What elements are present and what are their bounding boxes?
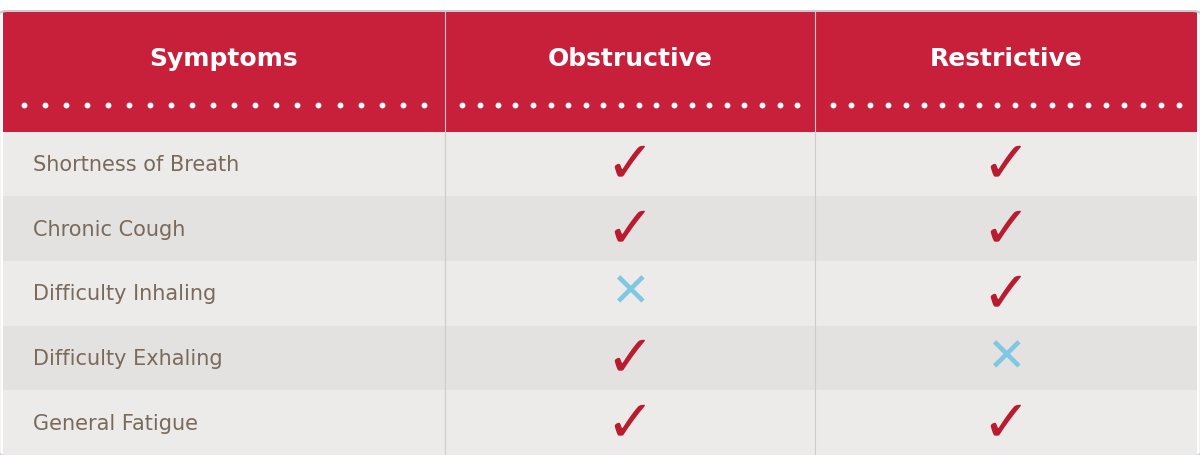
Bar (2, 13, 1198, 132)
Bar (2, 262, 1198, 326)
Bar (2, 132, 1198, 197)
Text: ✕: ✕ (986, 336, 1026, 381)
Text: ✓: ✓ (982, 394, 1031, 451)
Text: ✕: ✕ (610, 271, 649, 316)
Text: ✓: ✓ (606, 394, 654, 451)
Bar (2, 390, 1198, 455)
Text: Symptoms: Symptoms (150, 46, 298, 71)
Text: ✓: ✓ (606, 330, 654, 387)
Bar (2, 326, 1198, 390)
Text: ✓: ✓ (606, 136, 654, 193)
Text: Difficulty Inhaling: Difficulty Inhaling (32, 284, 216, 303)
Text: Difficulty Exhaling: Difficulty Exhaling (32, 348, 222, 368)
Text: ✓: ✓ (606, 201, 654, 258)
Bar (2, 197, 1198, 262)
Text: Chronic Cough: Chronic Cough (32, 219, 185, 239)
Text: Shortness of Breath: Shortness of Breath (32, 155, 239, 175)
Text: General Fatigue: General Fatigue (32, 413, 198, 433)
Text: Restrictive: Restrictive (930, 46, 1082, 71)
Text: Obstructive: Obstructive (547, 46, 713, 71)
Text: ✓: ✓ (982, 136, 1031, 193)
Text: ✓: ✓ (982, 201, 1031, 258)
Text: ✓: ✓ (982, 265, 1031, 322)
